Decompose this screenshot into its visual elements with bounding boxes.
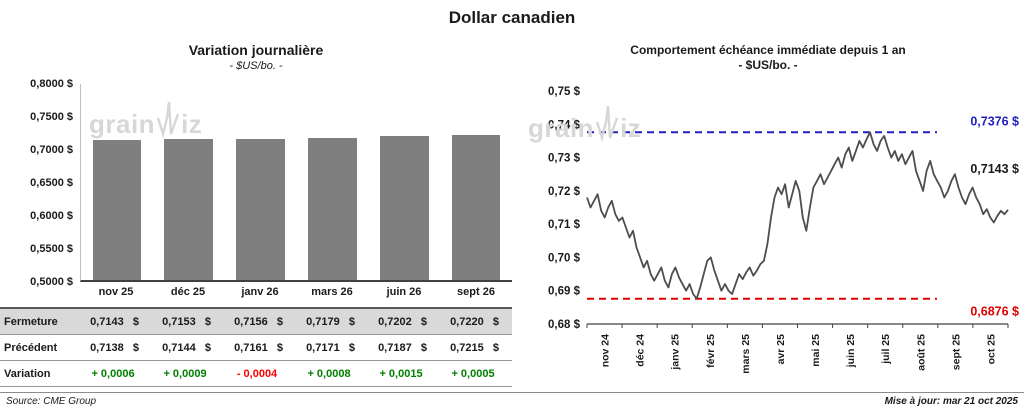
x-tick-label: déc 24 — [635, 334, 647, 367]
price-line — [586, 131, 1009, 300]
table-cell: 0,7138 $ — [90, 341, 139, 354]
x-tick-label: oct 25 — [985, 334, 997, 365]
y-tick-label: 0,7500 $ — [30, 111, 73, 123]
x-tick-label: déc 25 — [170, 286, 206, 298]
y-tick-label: 0,5500 $ — [30, 242, 73, 255]
x-tick-label: nov 25 — [98, 286, 134, 298]
row-label: Variation — [4, 367, 51, 380]
table-row-precedent: Précédent 0,7138 $ 0,7144 $ 0,7161 $ 0,7… — [0, 335, 512, 361]
x-tick-label: avr 25 — [775, 334, 787, 365]
x-tick-label: sept 26 — [457, 286, 495, 298]
y-tick-label: 0,5000 $ — [30, 276, 73, 288]
x-tick-label: juil 25 — [880, 334, 892, 365]
y-tick-label: 0,72 $ — [548, 186, 581, 198]
x-tick-label: sept 25 — [950, 334, 962, 370]
footer: Source: CME Group Mise à jour: mar 21 oc… — [0, 392, 1024, 409]
table-cell: 0,7187 $ — [378, 341, 427, 354]
table-cell: 0,7156 $ — [234, 315, 283, 328]
bar-x-axis: nov 25 déc 25 janv 26 mars 26 juin 26 se… — [0, 286, 512, 298]
y-tick-label: 0,75 $ — [548, 86, 581, 98]
row-label: Fermeture — [4, 315, 58, 328]
bar-cell — [225, 84, 297, 280]
source-note: Source: CME Group — [6, 395, 97, 407]
y-tick-label: 0,74 $ — [548, 119, 581, 131]
table-cell: + 0,0008 — [307, 367, 351, 380]
y-tick-label: 0,69 $ — [548, 286, 581, 298]
x-tick-label: août 25 — [915, 334, 927, 371]
bar — [92, 140, 142, 280]
table-cell: 0,7215 $ — [450, 341, 499, 354]
table-cell: 0,7171 $ — [306, 341, 355, 354]
row-label: Précédent — [4, 341, 58, 354]
table-cell: + 0,0006 — [91, 367, 135, 380]
x-tick-label: janv 26 — [241, 286, 279, 298]
high-value-label: 0,7376 $ — [970, 114, 1019, 128]
bar-cell — [440, 84, 512, 280]
bar-chart-subtitle: - $US/bo. - — [229, 60, 283, 72]
table-row-variation: Variation + 0,0006 + 0,0009 - 0,0004 + 0… — [0, 361, 512, 387]
x-tick-label: juin 25 — [845, 334, 857, 368]
bar-cell — [368, 84, 440, 280]
table-cell: 0,7143 $ — [90, 315, 139, 328]
bar — [307, 137, 357, 280]
y-tick-label: 0,6000 $ — [30, 210, 73, 222]
x-tick-label: juin 26 — [386, 286, 422, 298]
daily-variation-panel: Variation journalière - $US/bo. - 0,8000… — [0, 32, 512, 393]
bar — [379, 136, 429, 280]
table-cell: 0,7153 $ — [162, 315, 211, 328]
low-value-label: 0,6876 $ — [970, 305, 1019, 319]
summary-table: Fermeture 0,7143 $ 0,7153 $ 0,7156 $ 0,7… — [0, 307, 512, 387]
x-tick-label: mars 25 — [740, 334, 752, 374]
content: Variation journalière - $US/bo. - 0,8000… — [0, 32, 1024, 393]
x-tick-label: janv 25 — [670, 334, 682, 371]
line-chart-svg: 0,75 $ 0,74 $ 0,73 $ 0,72 $ 0,71 $ 0,70 $ 0,69… — [548, 86, 1019, 374]
table-cell: 0,7161 $ — [234, 341, 283, 354]
x-tick-label: nov 24 — [600, 334, 612, 367]
table-cell: - 0,0004 — [236, 367, 278, 380]
line-chart: 0,75 $ 0,74 $ 0,73 $ 0,72 $ 0,71 $ 0,70 $ 0,69… — [512, 76, 1024, 393]
bar-chart-title: Variation journalière — [188, 42, 324, 58]
x-tick-label: févr 25 — [705, 334, 717, 368]
yearly-behaviour-panel: Comportement échéance immédiate depuis 1… — [512, 32, 1024, 393]
y-tick-label: 0,6500 $ — [30, 177, 73, 189]
table-cell: 0,7179 $ — [306, 315, 355, 328]
bar — [236, 139, 285, 280]
bar — [164, 139, 214, 280]
bar-chart: 0,8000 $ 0,7500 $ 0,7000 $ 0,6500 $ 0,60… — [0, 78, 512, 288]
table-cell: 0,7144 $ — [162, 341, 211, 354]
y-tick-label: 0,71 $ — [548, 219, 581, 231]
table-cell: + 0,0015 — [379, 367, 423, 380]
table-cell: 0,7220 $ — [450, 315, 499, 328]
table-cell: + 0,0005 — [451, 367, 495, 380]
line-chart-title: Comportement échéance immédiate depuis 1… — [630, 43, 906, 57]
y-tick-label: 0,8000 $ — [30, 78, 73, 90]
y-tick-label: 0,73 $ — [548, 153, 581, 165]
bar — [451, 134, 501, 280]
y-tick-label: 0,7000 $ — [30, 143, 73, 156]
x-tick-label: mai 25 — [810, 334, 822, 367]
bar-plot: grain iz — [80, 84, 512, 282]
bar-chart-y-axis: 0,8000 $ 0,7500 $ 0,7000 $ 0,6500 $ 0,60… — [0, 78, 80, 288]
x-tick-label: mars 26 — [311, 286, 353, 298]
y-tick-label: 0,70 $ — [548, 252, 581, 264]
table-cell: 0,7202 $ — [378, 315, 427, 328]
table-cell: + 0,0009 — [163, 367, 207, 380]
bar-cell — [81, 84, 153, 280]
line-chart-subtitle: - $US/bo. - — [738, 58, 798, 72]
update-note: Mise à jour: mar 21 oct 2025 — [884, 395, 1018, 407]
bar-x-labels: nov 25 déc 25 janv 26 mars 26 juin 26 se… — [80, 286, 512, 298]
bar-cell — [153, 84, 225, 280]
page-title: Dollar canadien — [448, 8, 576, 27]
bar-cell — [296, 84, 368, 280]
table-row-fermeture: Fermeture 0,7143 $ 0,7153 $ 0,7156 $ 0,7… — [0, 309, 512, 335]
last-value-label: 0,7143 $ — [970, 162, 1019, 176]
y-tick-label: 0,68 $ — [548, 319, 581, 331]
